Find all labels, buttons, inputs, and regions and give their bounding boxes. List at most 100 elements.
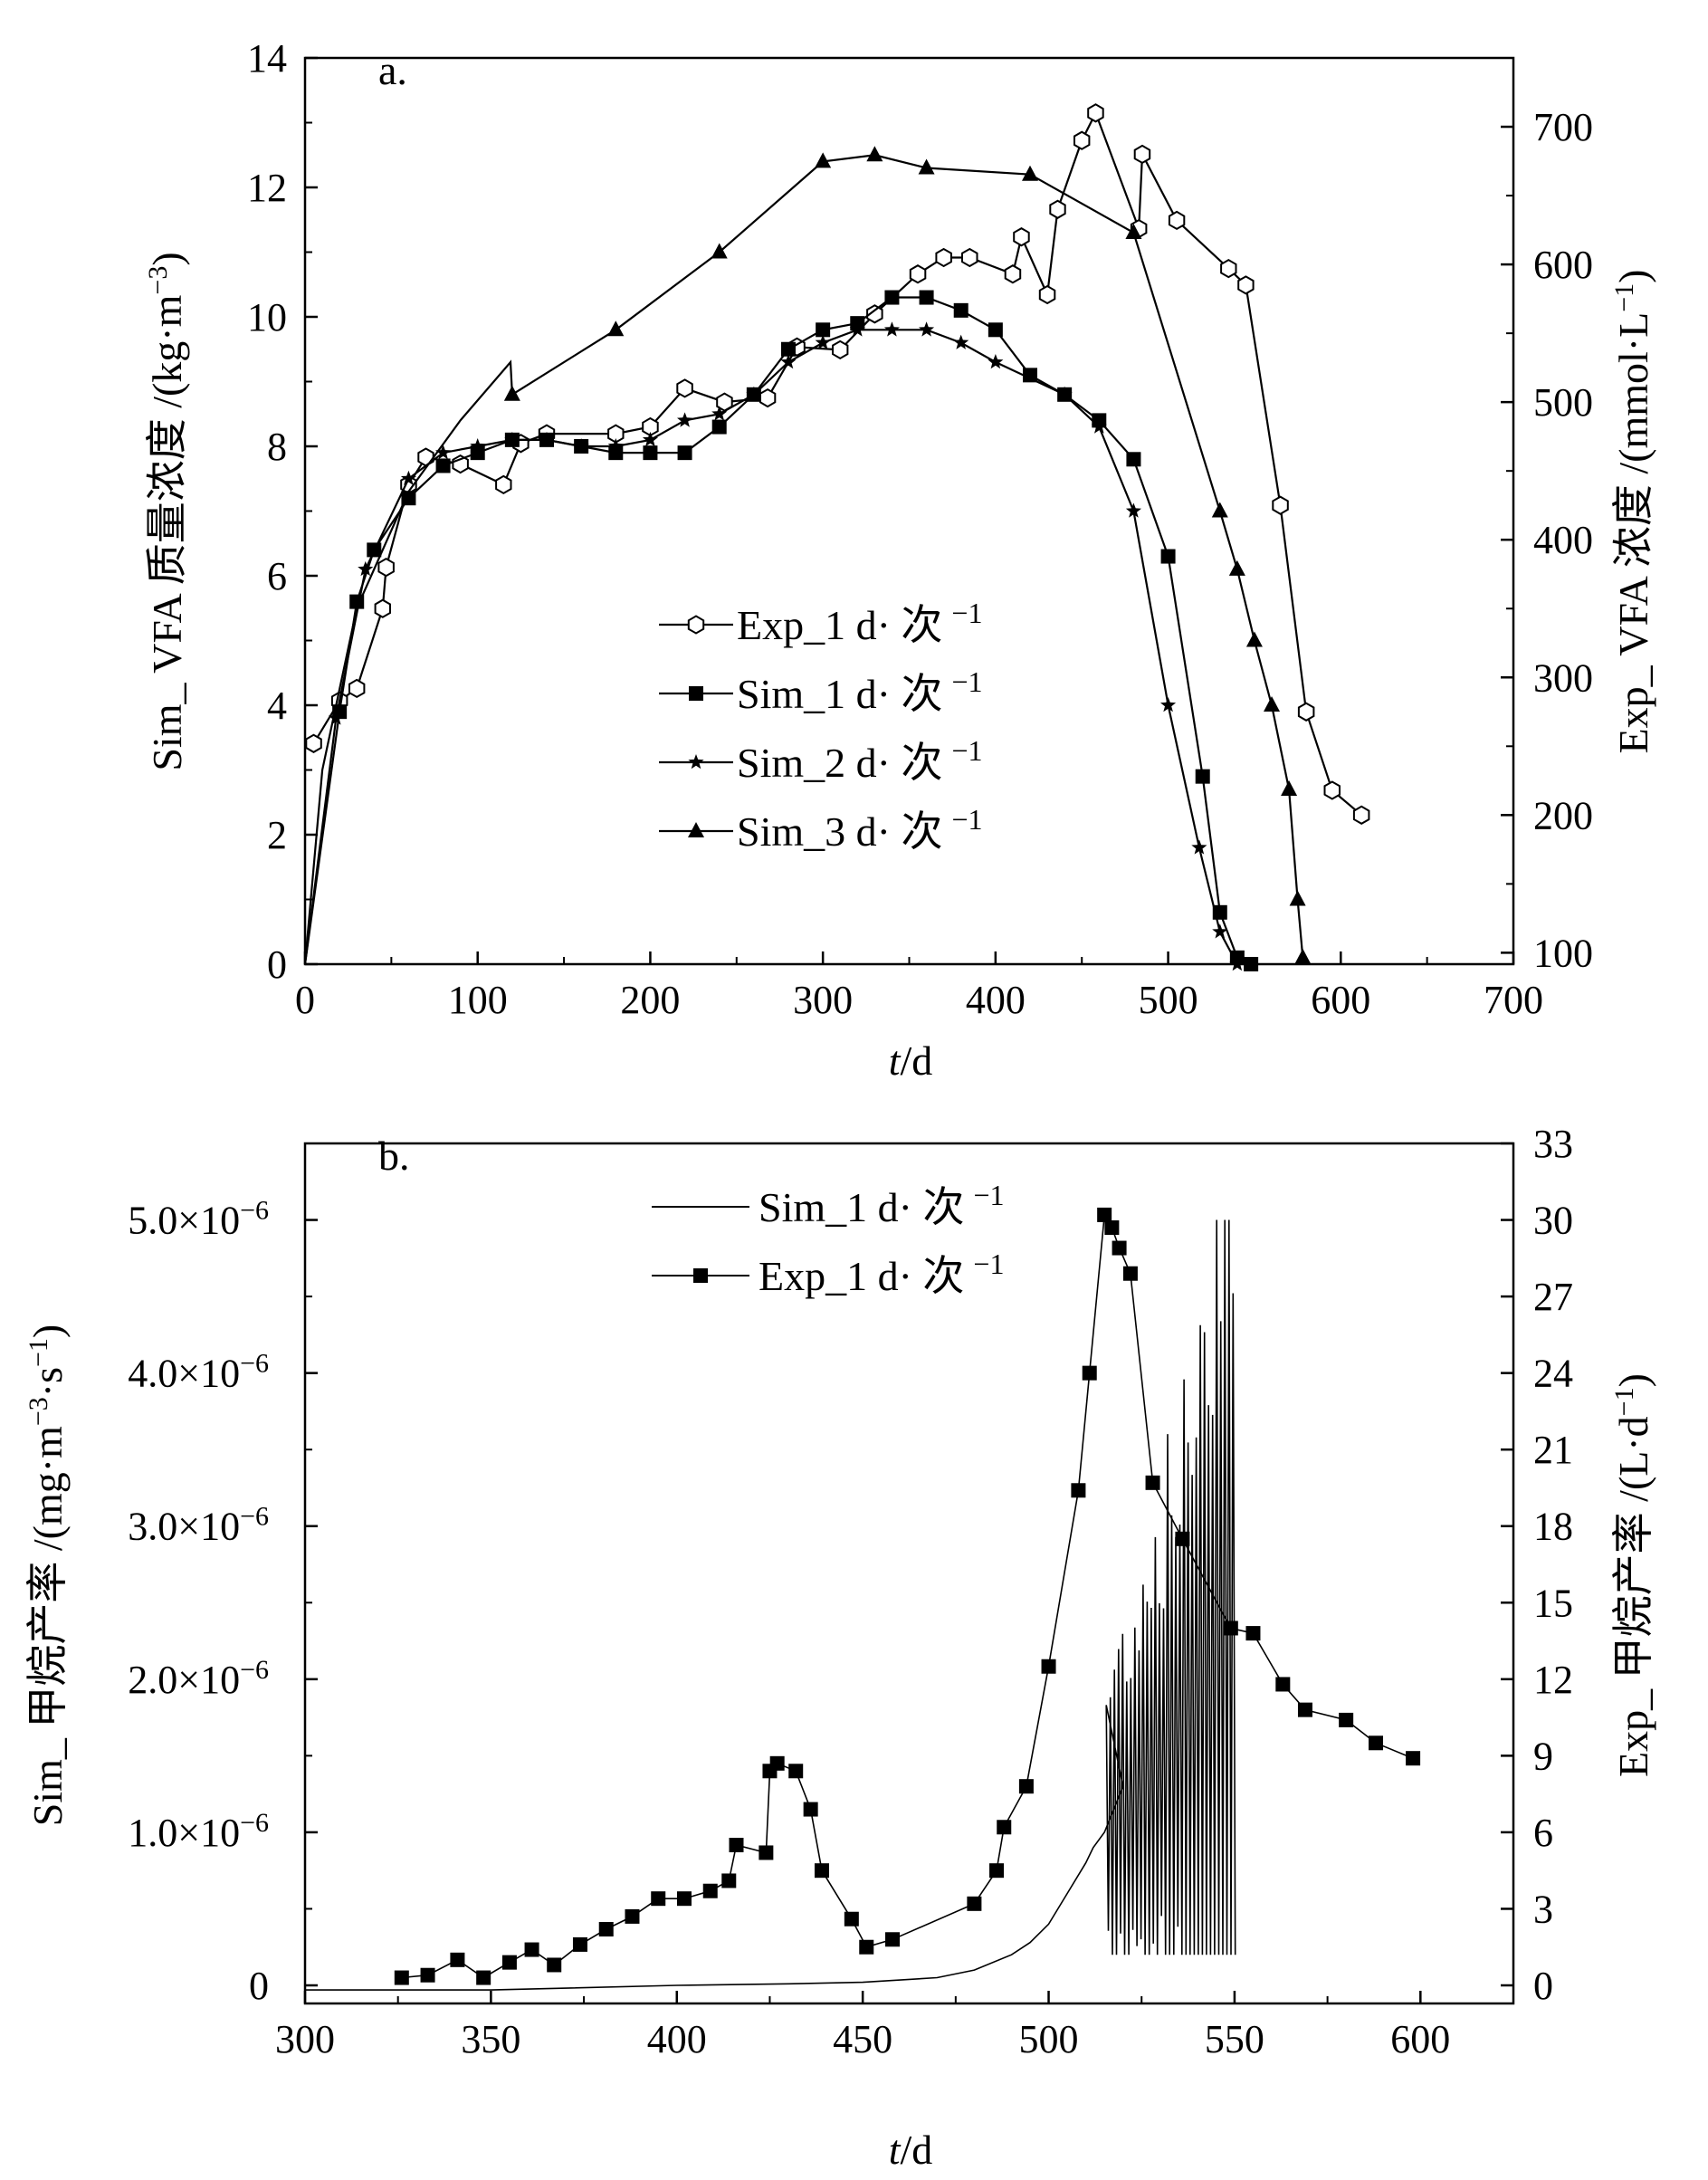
- b-legend-label: Exp_1 d· 次 −1: [759, 1248, 1004, 1299]
- a-sim3-point: [1125, 224, 1142, 240]
- b-exp1-point: [1112, 1240, 1127, 1256]
- a-x-tick-label: 300: [793, 978, 853, 1022]
- b-exp1-point: [450, 1952, 465, 1967]
- b-yl-tick-base: 1.0×10: [128, 1811, 240, 1855]
- a-sim2-point: [1125, 502, 1141, 518]
- a-sim2-point: [815, 334, 831, 349]
- b-yr-tick-label: 21: [1533, 1428, 1573, 1472]
- a-x-tick-label: 700: [1484, 978, 1543, 1022]
- a-sim2-point: [470, 438, 486, 454]
- b-legend-sup: −1: [973, 1248, 1004, 1280]
- a-exp1-point: [1237, 275, 1255, 295]
- a-yl-tick-label: 14: [247, 36, 287, 81]
- b-legend-marker: [693, 1268, 708, 1283]
- panel-a-xlabel-unit: /d: [901, 1037, 933, 1084]
- a-sim2-point: [919, 321, 935, 337]
- a-sim3-point: [866, 146, 883, 162]
- b-sim1-line: [305, 1219, 1236, 1991]
- panel-b-series: [305, 1207, 1421, 1991]
- a-sim2-line: [303, 329, 1238, 965]
- panel-b-x-axis: 300 350 400 450 500 550 600: [275, 1991, 1450, 2061]
- a-yr-tick-label: 200: [1533, 793, 1593, 837]
- panel-a: 0 100 200 300 400 500 600 700 0 2 4 6 8 10 12 14 100 20…: [143, 36, 1657, 1084]
- a-exp1-point: [1038, 284, 1056, 305]
- a-exp1-point: [961, 247, 978, 268]
- b-exp1-point: [524, 1942, 539, 1957]
- a-sim2-point: [435, 445, 452, 460]
- panel-b-ylabel-left-text: Sim_ 甲烷产率 /(mg·m: [24, 1426, 71, 1826]
- a-yl-tick-label: 6: [267, 554, 287, 598]
- a-legend-text: Sim_2 d· 次: [737, 740, 942, 786]
- panel-a-ylabel-right-exp: −1: [1609, 283, 1639, 312]
- panel-a-ylabel-left-close: ): [144, 252, 190, 265]
- panel-a-ylabel-left-exp: −3: [143, 266, 173, 295]
- b-exp1-point: [1406, 1751, 1421, 1766]
- a-sim1-point: [781, 341, 796, 357]
- panel-a-right-y-axis-label: Exp_ VFA 浓度 /(mmol·L−1): [1609, 270, 1657, 754]
- a-sim1-point: [1244, 957, 1259, 971]
- a-exp1-point: [1323, 780, 1341, 800]
- b-legend-label: Sim_1 d· 次 −1: [759, 1179, 1005, 1230]
- a-exp1-point: [305, 733, 322, 753]
- b-yr-tick-label: 12: [1533, 1658, 1573, 1702]
- panel-a-x-axis: 0 100 200 300 400 500 600 700: [295, 951, 1543, 1022]
- a-yl-tick-label: 12: [247, 166, 287, 210]
- panel-a-xlabel-var: t: [889, 1037, 902, 1084]
- a-sim1-point: [1023, 368, 1037, 383]
- a-legend-sup: −1: [951, 665, 982, 698]
- a-legend-label: Exp_1 d· 次 −1: [737, 597, 982, 648]
- b-legend-text: Sim_1 d· 次: [759, 1184, 964, 1230]
- a-sim2-point: [607, 438, 624, 454]
- b-exp1-point: [572, 1936, 587, 1952]
- b-yl-tick-base: 5.0×10: [128, 1199, 240, 1243]
- a-yl-tick-label: 8: [267, 425, 287, 469]
- a-sim1-point: [816, 322, 831, 338]
- a-sim2-point: [746, 386, 762, 402]
- b-exp1-point: [1223, 1621, 1238, 1636]
- b-yl-tick-base: 2.0×10: [128, 1658, 240, 1702]
- b-yl-tick-label: 2.0×10−6: [128, 1654, 269, 1702]
- a-legend-marker: [687, 615, 705, 635]
- a-legend-label: Sim_3 d· 次 −1: [737, 803, 983, 855]
- a-exp1-point: [1004, 264, 1022, 284]
- b-yr-tick-label: 9: [1533, 1734, 1553, 1778]
- a-sim3-point: [1211, 502, 1228, 518]
- a-x-tick-label: 400: [966, 978, 1026, 1022]
- a-sim3-point: [1264, 696, 1280, 712]
- panel-a-ylabel-left-text: Sim_ VFA 质量浓度 /(kg·m: [144, 294, 190, 770]
- panel-b-ylabel-right-close: ): [1610, 1373, 1656, 1387]
- b-yl-tick-exp: −6: [240, 1501, 269, 1531]
- b-yr-tick-label: 27: [1533, 1275, 1573, 1319]
- a-exp1-point: [417, 447, 434, 467]
- b-yl-tick-exp: −6: [240, 1348, 269, 1378]
- a-exp1-point: [909, 264, 927, 284]
- a-sim1-point: [1160, 549, 1176, 564]
- b-exp1-point: [769, 1755, 785, 1771]
- b-x-tick-label: 600: [1390, 2017, 1450, 2061]
- b-exp1-point: [721, 1873, 737, 1888]
- b-exp1-point: [651, 1891, 666, 1907]
- panel-b-right-y-axis: 0 3 6 9 12 15 18 21 24 27 30 33: [1501, 1122, 1573, 2008]
- b-exp1-point: [1245, 1626, 1261, 1641]
- a-sim2-point: [953, 334, 969, 349]
- b-yl-tick-label: 5.0×10−6: [128, 1195, 269, 1243]
- panel-b: 300 350 400 450 500 550 600 01.0×10−62.0×10−63…: [24, 1122, 1657, 2173]
- a-exp1-point: [1220, 258, 1237, 279]
- b-yl-tick-label: 4.0×10−6: [128, 1348, 269, 1396]
- a-sim3-point: [607, 320, 625, 337]
- b-exp1-point: [803, 1802, 818, 1817]
- b-yl-tick-exp: −6: [240, 1654, 269, 1684]
- a-exp1-point: [832, 339, 849, 360]
- a-sim2-point: [504, 431, 520, 447]
- b-x-tick-label: 500: [1019, 2017, 1079, 2061]
- panel-b-ylabel-right-text: Exp_ 甲烷产率 /(L·d: [1610, 1416, 1656, 1777]
- a-sim2-point: [539, 431, 555, 447]
- b-yr-tick-label: 0: [1533, 1964, 1553, 2008]
- b-yl-tick-exp: −6: [240, 1807, 269, 1837]
- b-legend-sup: −1: [973, 1179, 1004, 1211]
- b-x-tick-label: 400: [647, 2017, 707, 2061]
- b-exp1-point: [598, 1922, 614, 1936]
- a-legend-sup: −1: [951, 803, 982, 836]
- b-yl-tick-base: 4.0×10: [128, 1352, 240, 1396]
